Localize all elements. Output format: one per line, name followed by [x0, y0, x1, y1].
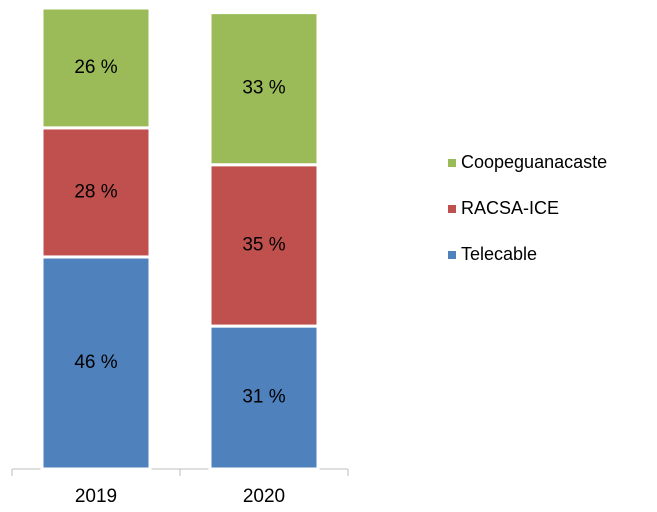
bar-segment — [40, 6, 152, 130]
data-label: 33 % — [242, 78, 285, 99]
data-label: 31 % — [242, 387, 285, 408]
legend-label: RACSA-ICE — [461, 198, 559, 218]
bar-segment — [208, 163, 320, 328]
data-label: 46 % — [74, 352, 117, 373]
x-tick-label: 2019 — [75, 486, 117, 507]
legend-label: Telecable — [461, 244, 537, 264]
x-tick-label: 2020 — [243, 486, 285, 507]
legend-swatch — [448, 205, 456, 213]
bar-segment — [208, 324, 320, 471]
legend-swatch — [448, 159, 456, 167]
data-label: 28 % — [74, 181, 117, 202]
bar-segment — [40, 126, 152, 259]
bar-segment — [208, 11, 320, 167]
data-label: 26 % — [74, 57, 117, 78]
data-label: 35 % — [242, 234, 285, 255]
legend-swatch — [448, 251, 456, 259]
bar-segment — [40, 255, 152, 471]
legend-label: Coopeguanacaste — [461, 152, 607, 172]
